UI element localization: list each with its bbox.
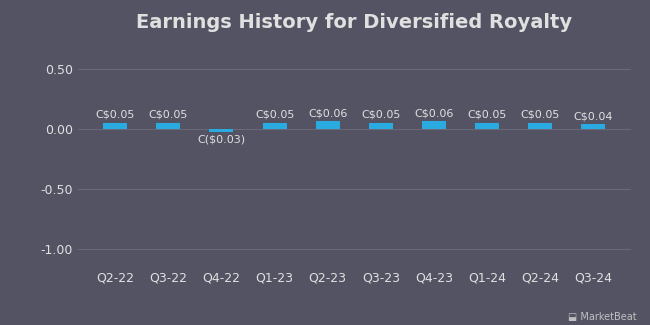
Text: ⬓ MarketBeat: ⬓ MarketBeat xyxy=(568,312,637,322)
Text: C$0.04: C$0.04 xyxy=(573,111,613,121)
Title: Earnings History for Diversified Royalty: Earnings History for Diversified Royalty xyxy=(136,13,572,32)
Text: C$0.05: C$0.05 xyxy=(149,110,188,120)
Bar xyxy=(316,122,340,129)
Bar xyxy=(475,123,499,129)
Text: C$0.05: C$0.05 xyxy=(255,110,294,120)
Text: C$0.05: C$0.05 xyxy=(521,110,560,120)
Text: C$0.06: C$0.06 xyxy=(308,109,347,119)
Text: C$0.05: C$0.05 xyxy=(467,110,507,120)
Text: C$0.06: C$0.06 xyxy=(414,109,454,119)
Bar xyxy=(369,123,393,129)
Text: C($0.03): C($0.03) xyxy=(198,135,246,145)
Text: C$0.05: C$0.05 xyxy=(96,110,135,120)
Bar xyxy=(528,123,552,129)
Bar xyxy=(103,123,127,129)
Bar xyxy=(263,123,287,129)
Text: C$0.05: C$0.05 xyxy=(361,110,400,120)
Bar xyxy=(157,123,180,129)
Bar xyxy=(581,124,605,129)
Bar xyxy=(209,129,233,132)
Bar xyxy=(422,122,446,129)
